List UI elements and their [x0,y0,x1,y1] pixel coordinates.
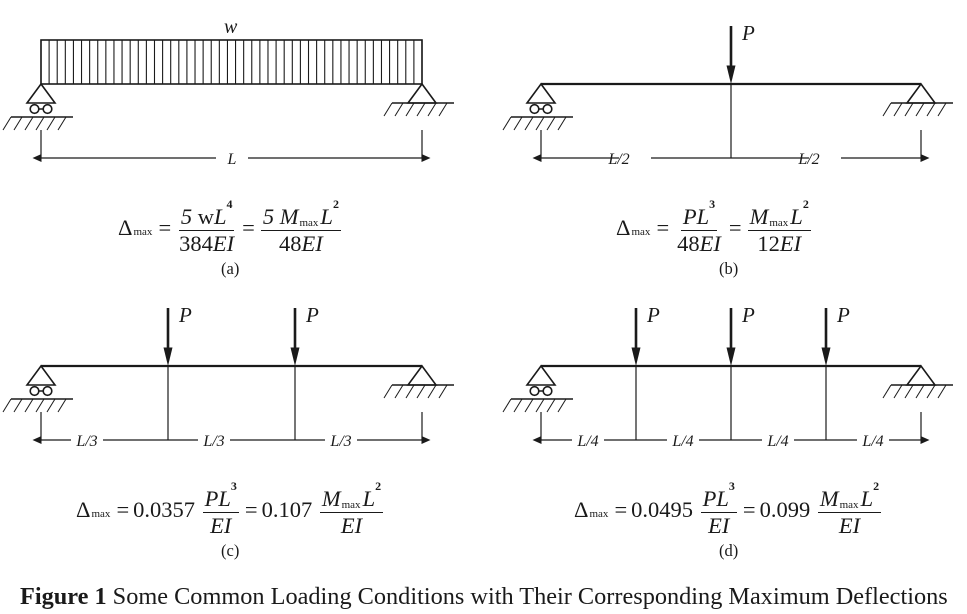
svg-text:(a): (a) [221,259,239,278]
svg-text:(b): (b) [719,259,738,278]
svg-text:L/4: L/4 [671,433,693,450]
svg-text:L/3: L/3 [75,433,97,450]
svg-text:(c): (c) [221,541,239,560]
svg-text:L/2: L/2 [607,151,629,168]
svg-text:P: P [178,303,192,327]
svg-text:P: P [741,21,755,45]
svg-text:P: P [305,303,319,327]
svg-text:Figure 1 Some Common Loading C: Figure 1 Some Common Loading Conditions … [20,583,948,610]
svg-text:L/4: L/4 [766,433,788,450]
svg-text:L/4: L/4 [576,433,598,450]
svg-text:w: w [224,16,238,38]
svg-text:L/4: L/4 [861,433,883,450]
svg-text:P: P [741,303,755,327]
svg-text:L: L [227,151,237,168]
svg-text:P: P [836,303,850,327]
svg-text:L/3: L/3 [202,433,224,450]
svg-text:L/2: L/2 [797,151,819,168]
svg-text:(d): (d) [719,541,738,560]
svg-text:L/3: L/3 [329,433,351,450]
svg-text:P: P [646,303,660,327]
